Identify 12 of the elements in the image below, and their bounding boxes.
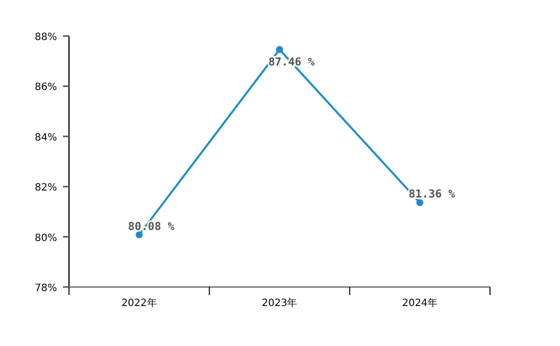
x-tick-label: 2022年 (121, 297, 157, 309)
y-tick-label: 78% (34, 283, 57, 294)
y-tick-label: 84% (34, 132, 57, 144)
y-tick-label: 86% (34, 82, 57, 94)
x-tick-label: 2024年 (402, 297, 438, 309)
point (276, 46, 283, 54)
point (136, 231, 143, 238)
y-tick-label: 82% (34, 182, 57, 194)
y-tick-label: 88% (34, 32, 57, 43)
x-tick-label: 2023年 (262, 297, 298, 309)
y-tick-label: 80% (34, 232, 57, 244)
point (416, 199, 424, 206)
